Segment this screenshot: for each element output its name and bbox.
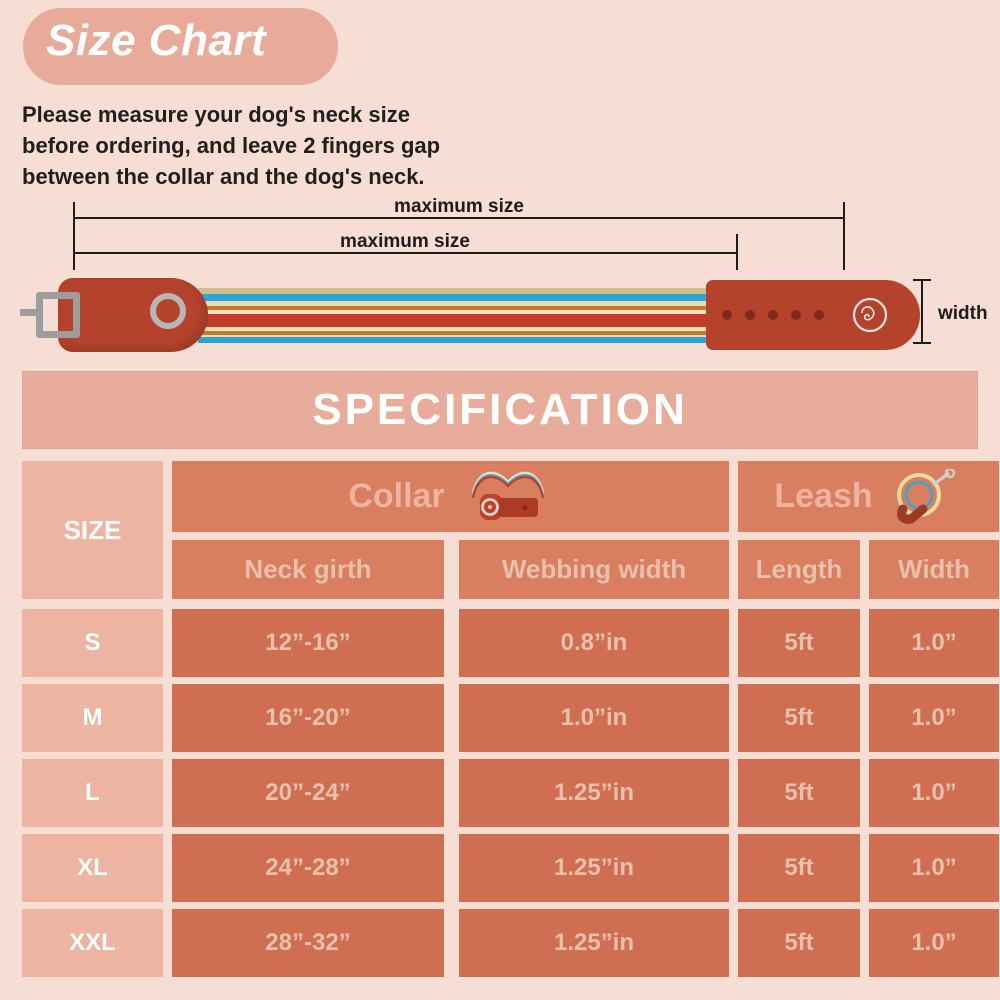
svg-text:width: width xyxy=(937,303,988,324)
svg-text:maximum size: maximum size xyxy=(340,231,470,252)
svg-text:maximum size: maximum size xyxy=(394,196,524,217)
